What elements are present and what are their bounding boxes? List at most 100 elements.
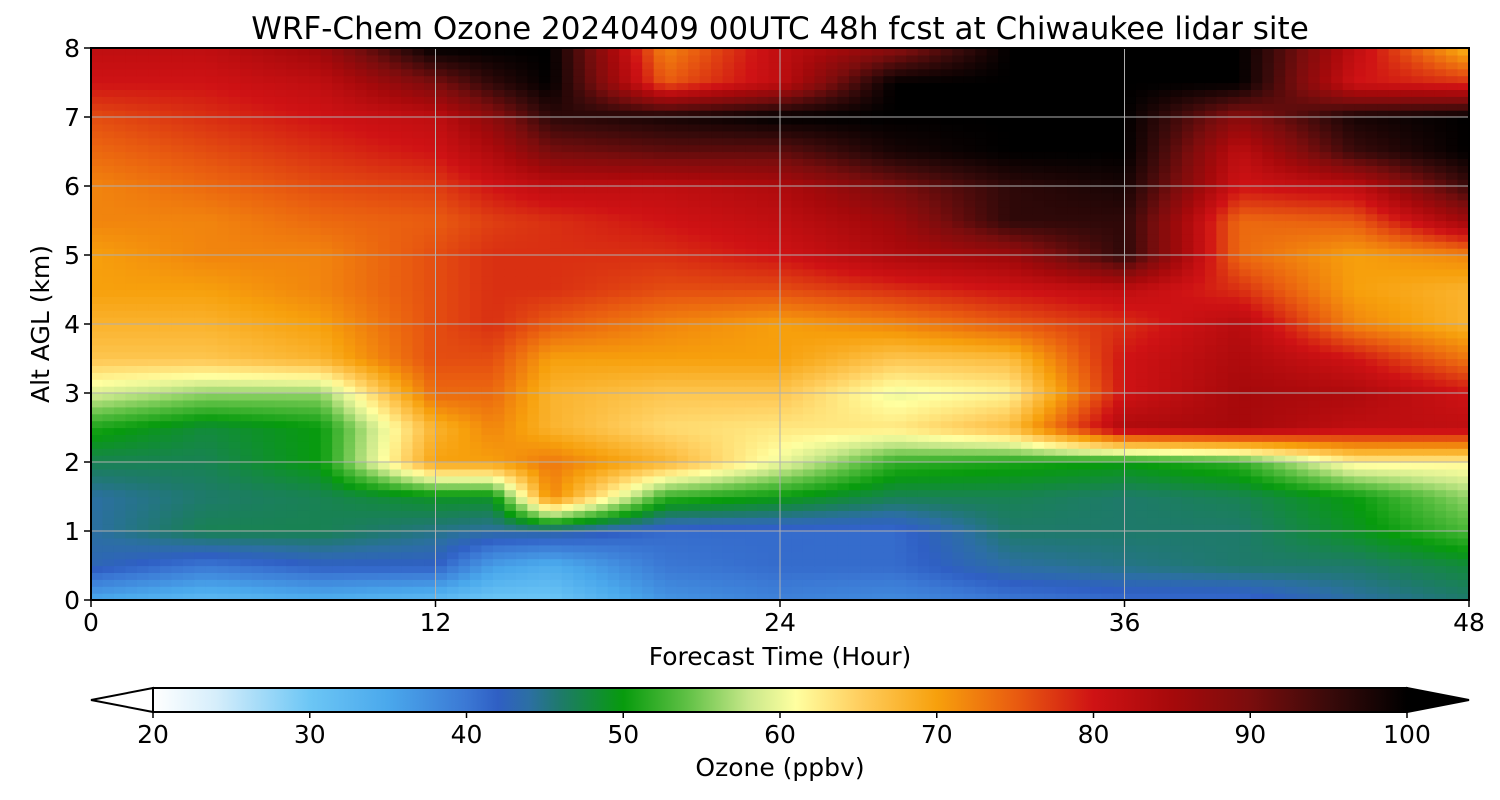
heatmap-cell [1377, 386, 1390, 394]
heatmap-cell [182, 393, 195, 401]
heatmap-cell [1044, 399, 1057, 408]
heatmap-cell [1434, 462, 1447, 470]
heatmap-cell [665, 544, 678, 553]
heatmap-cell [584, 537, 597, 546]
heatmap-cell [263, 496, 276, 504]
heatmap-cell [1388, 399, 1401, 408]
heatmap-cell [814, 344, 827, 353]
heatmap-cell [538, 537, 551, 546]
heatmap-cell [665, 551, 678, 560]
heatmap-cell [1285, 427, 1298, 435]
heatmap-cell [401, 358, 414, 366]
heatmap-cell [699, 399, 712, 408]
heatmap-cell [607, 351, 620, 360]
heatmap-cell [1423, 351, 1436, 360]
heatmap-cell [814, 399, 827, 408]
heatmap-cell [1124, 517, 1137, 525]
heatmap-cell [1090, 579, 1103, 587]
heatmap-cell [1090, 565, 1103, 573]
heatmap-cell [952, 420, 965, 429]
heatmap-cell [791, 462, 804, 470]
heatmap-cell [527, 413, 540, 422]
heatmap-cell [194, 379, 207, 387]
heatmap-cell [1101, 503, 1114, 511]
heatmap-cell [607, 503, 620, 511]
heatmap-cell [894, 475, 907, 484]
heatmap-cell [1204, 448, 1217, 456]
heatmap-cell [1216, 482, 1229, 491]
heatmap-cell [309, 593, 322, 600]
heatmap-cell [1170, 544, 1183, 553]
heatmap-cell [550, 475, 563, 484]
heatmap-cell [286, 441, 299, 449]
heatmap-cell [573, 441, 586, 449]
heatmap-cell [1285, 586, 1298, 594]
heatmap-cell [1090, 593, 1103, 600]
heatmap-cell [504, 317, 517, 325]
heatmap-cell [1170, 489, 1183, 498]
heatmap-cell [665, 531, 678, 539]
heatmap-cell [837, 441, 850, 449]
heatmap-cell [952, 565, 965, 573]
heatmap-cell [1308, 572, 1321, 580]
heatmap-cell [435, 427, 448, 435]
heatmap-cell [194, 372, 207, 380]
heatmap-cell [630, 551, 643, 560]
heatmap-cell [446, 358, 460, 366]
heatmap-cell [619, 310, 632, 318]
heatmap-cell [1434, 420, 1447, 429]
heatmap-cell [1388, 531, 1401, 539]
heatmap-cell [1170, 351, 1183, 360]
heatmap-cell [1135, 406, 1149, 415]
heatmap-cell [745, 358, 758, 366]
heatmap-cell [940, 544, 953, 553]
heatmap-cell [711, 330, 724, 339]
heatmap-cell [492, 565, 505, 573]
heatmap-cell [1365, 413, 1378, 422]
heatmap-cell [412, 344, 425, 353]
heatmap-cell [1067, 324, 1080, 332]
heatmap-cell [205, 579, 218, 587]
heatmap-cell [1101, 544, 1114, 553]
heatmap-cell [1365, 475, 1378, 484]
heatmap-cell [848, 565, 861, 573]
heatmap-cell [148, 386, 161, 394]
heatmap-cell [125, 510, 138, 518]
heatmap-cell [550, 386, 563, 394]
heatmap-cell [940, 531, 953, 539]
heatmap-cell [297, 482, 310, 491]
heatmap-cell [320, 489, 333, 498]
heatmap-cell [1090, 558, 1103, 567]
heatmap-cell [1273, 399, 1286, 408]
heatmap-cell [263, 537, 276, 546]
heatmap-cell [1147, 399, 1160, 408]
heatmap-cell [1044, 330, 1057, 339]
heatmap-cell [504, 406, 517, 415]
heatmap-cell [217, 427, 230, 435]
heatmap-cell [1308, 586, 1321, 594]
heatmap-cell [871, 517, 884, 525]
heatmap-cell [1411, 406, 1424, 415]
heatmap-cell [492, 551, 505, 560]
heatmap-cell [1319, 572, 1332, 580]
heatmap-cell [734, 358, 747, 366]
heatmap-cell [688, 413, 701, 422]
heatmap-cell [159, 489, 172, 498]
heatmap-cell [1377, 551, 1390, 560]
heatmap-cell [1227, 427, 1240, 435]
heatmap-cell [1250, 337, 1263, 346]
heatmap-cell [1457, 337, 1469, 346]
heatmap-cell [1377, 565, 1390, 573]
heatmap-cell [1090, 572, 1103, 580]
heatmap-cell [469, 489, 483, 498]
heatmap-cell [1147, 420, 1160, 429]
heatmap-cell [1181, 330, 1194, 339]
heatmap-cell [768, 489, 781, 498]
heatmap-cell [1227, 475, 1240, 484]
heatmap-cell [722, 427, 735, 435]
heatmap-cell [1342, 572, 1355, 580]
heatmap-cell [1434, 337, 1447, 346]
heatmap-cell [1262, 379, 1275, 387]
heatmap-cell [814, 420, 827, 429]
heatmap-cell [159, 475, 172, 484]
